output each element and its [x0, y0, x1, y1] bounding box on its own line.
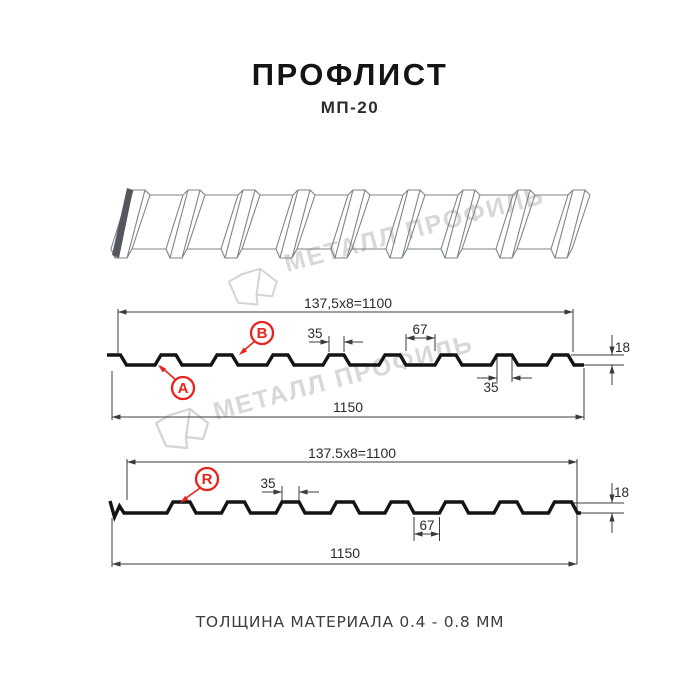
sheet-3d-view — [110, 188, 591, 259]
cross-section-bottom-labels: 137.5x8=1100 35 67 18 1150 — [260, 445, 629, 561]
dim-rib-width-label: 35 — [307, 326, 322, 341]
label-b: B — [257, 325, 268, 342]
page-title: ПРОФЛИСТ — [251, 57, 449, 92]
dim-module-label: 137.5x8=1100 — [308, 445, 396, 461]
profile-model: МП-20 — [320, 98, 380, 117]
watermark: МЕТАЛЛ ПРОФИЛЬ — [154, 329, 477, 450]
metal-profil-logo-icon — [154, 407, 210, 450]
metal-profil-logo-icon — [227, 267, 278, 306]
dim-height-label: 18 — [614, 485, 629, 500]
material-thickness-note: ТОЛЩИНА МАТЕРИАЛА 0.4 - 0.8 ММ — [195, 613, 505, 631]
dim-rib-width-label: 35 — [260, 476, 275, 491]
dim-rib-width-label-2: 35 — [483, 380, 498, 395]
cross-section-profiles — [107, 353, 584, 522]
side-callouts: A B R — [158, 320, 275, 503]
dim-groove-width-label: 67 — [412, 322, 427, 337]
callout-r: R — [180, 466, 220, 503]
dim-overall-width-label: 1150 — [333, 399, 363, 415]
label-a: A — [178, 380, 189, 397]
dim-groove-width-label: 67 — [419, 518, 434, 533]
label-r: R — [202, 471, 213, 488]
cross-section-top-dimensions — [111, 309, 624, 420]
dim-overall-width-label: 1150 — [330, 545, 360, 561]
cross-section-top-labels: 137,5x8=1100 35 67 18 35 1150 — [304, 295, 630, 415]
dim-module-label: 137,5x8=1100 — [304, 295, 392, 311]
callout-a: A — [158, 365, 196, 401]
callout-b: B — [239, 320, 275, 355]
dim-height-label: 18 — [615, 340, 630, 355]
